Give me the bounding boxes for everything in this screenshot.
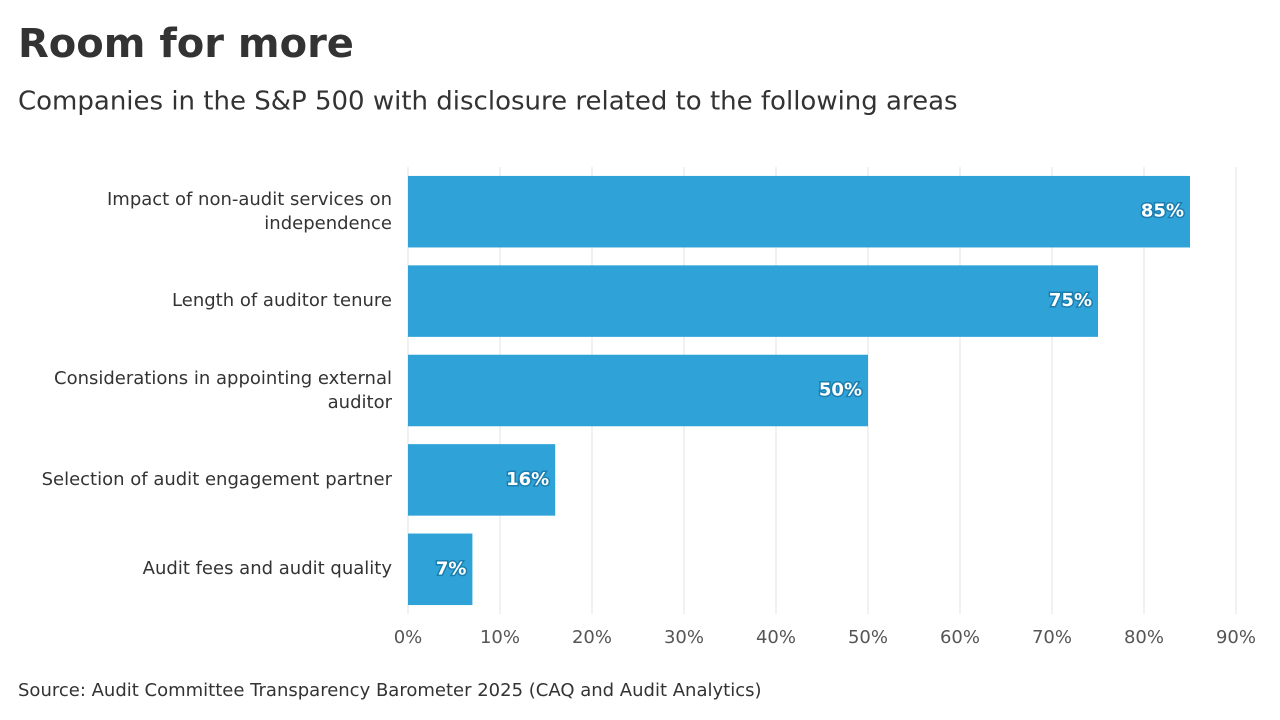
- x-tick-label: 40%: [756, 627, 796, 648]
- y-tick-label: Selection of audit engagement partner: [41, 468, 392, 490]
- x-tick-label: 20%: [572, 627, 612, 648]
- data-label: 85%: [1141, 201, 1184, 222]
- x-tick-label: 80%: [1124, 627, 1164, 648]
- x-tick-label: 90%: [1216, 627, 1256, 648]
- x-tick-label: 50%: [848, 627, 888, 648]
- data-label: 75%: [1049, 290, 1092, 311]
- bar: [408, 265, 1098, 337]
- y-tick-label: Audit fees and audit quality: [142, 558, 392, 580]
- data-label: 16%: [506, 469, 549, 490]
- bar: [408, 175, 1190, 248]
- x-tick-label: 60%: [940, 627, 980, 648]
- x-tick-label: 0%: [394, 627, 423, 648]
- data-label: 7%: [436, 558, 467, 579]
- y-tick-label: Length of auditor tenure: [172, 290, 392, 312]
- source: Source: Audit Committee Transparency Bar…: [18, 680, 762, 701]
- y-tick-label: Impact of non-audit services on independ…: [106, 188, 392, 234]
- x-tick-label: 70%: [1032, 627, 1072, 648]
- bar: [408, 354, 868, 427]
- x-tick-label: 30%: [664, 627, 704, 648]
- x-tick-label: 10%: [480, 627, 520, 648]
- chart-title: Room for more: [18, 21, 354, 67]
- y-tick-label: Considerations in appointing external au…: [54, 367, 392, 413]
- bar: [408, 533, 473, 606]
- bar: [408, 444, 556, 516]
- data-label: 50%: [819, 380, 862, 401]
- chart-subtitle: Companies in the S&P 500 with disclosure…: [18, 87, 958, 117]
